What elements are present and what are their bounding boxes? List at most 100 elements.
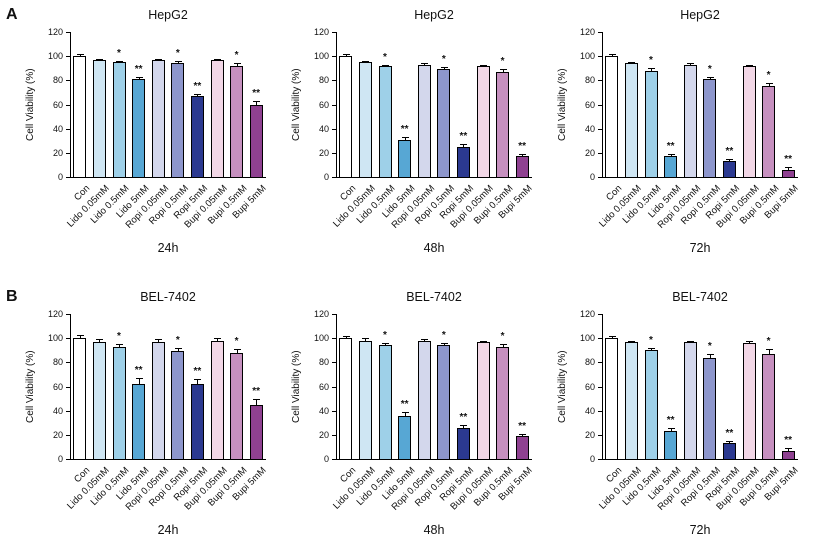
x-axis-line <box>336 177 532 178</box>
bar-lido-0-05mm <box>624 341 638 459</box>
significance-label: ** <box>459 131 468 143</box>
y-tick-label: 100 <box>579 51 595 62</box>
y-tick-mark <box>598 56 602 58</box>
error-bar-cap <box>253 100 261 102</box>
error-bar-cap <box>785 167 793 169</box>
y-tick-mark <box>66 459 70 460</box>
error-bar-cap <box>214 338 221 340</box>
y-tick-mark <box>66 128 70 130</box>
y-tick-label: 40 <box>584 123 595 134</box>
y-tick-mark <box>332 410 336 412</box>
y-tick-mark <box>66 338 70 340</box>
error-bar-stem <box>749 340 750 343</box>
y-tick-mark <box>598 128 602 130</box>
bar-lido-0-5mm <box>644 350 658 459</box>
y-tick-label: 120 <box>579 309 595 319</box>
error-bar-cap <box>135 76 143 78</box>
error-bar-cap <box>519 433 527 435</box>
bar-lido-0-5mm <box>378 65 392 177</box>
error-bar-cap <box>362 61 370 62</box>
chart-title: BEL-7402 <box>672 290 728 304</box>
error-bar-cap <box>687 340 695 342</box>
y-tick-label: 100 <box>313 333 329 344</box>
y-tick-label: 20 <box>52 147 63 158</box>
y-tick-label: 100 <box>313 51 329 62</box>
timepoint-label: 72h <box>689 523 711 537</box>
significance-label: * <box>234 336 239 348</box>
y-tick-label: 40 <box>52 123 63 134</box>
y-tick-label: 100 <box>579 333 595 344</box>
chart-bel7402-48h: BEL-7402 Cell Viability (%) 0 20 40 60 80 100 12… <box>290 288 546 540</box>
panel-b-label: B <box>6 288 18 305</box>
significance-label: * <box>441 330 446 341</box>
error-bar-cap <box>342 53 350 55</box>
bar-bupi-0-5mm <box>230 65 244 177</box>
y-axis-label: Cell Viability (%) <box>291 350 302 423</box>
bar-ropi-0-5mm <box>437 69 451 177</box>
error-bar-cap <box>440 67 448 69</box>
error-bar-stem <box>788 167 790 170</box>
y-tick-mark <box>332 56 336 58</box>
bar-ropi-0-5mm <box>437 345 451 459</box>
y-tick-label: 0 <box>57 454 63 464</box>
bar-bupi-5mm <box>515 156 529 177</box>
bar-ropi-0-5mm <box>171 351 185 459</box>
y-tick-label: 0 <box>57 172 63 182</box>
y-tick-mark <box>598 152 602 154</box>
error-bar-cap <box>480 340 487 342</box>
y-tick-label: 20 <box>52 429 63 440</box>
y-tick-mark <box>332 177 336 178</box>
error-bar-stem <box>236 349 238 353</box>
bar-con <box>339 56 353 177</box>
bar-lido-5mm <box>398 139 412 177</box>
error-bar-cap <box>382 64 389 66</box>
y-axis-label: Cell Viability (%) <box>25 350 36 423</box>
bar-con <box>73 56 87 177</box>
bar-lido-5mm <box>132 384 146 459</box>
y-tick-mark <box>598 434 602 436</box>
error-bar-stem <box>651 68 652 71</box>
error-bar-stem <box>502 69 504 72</box>
error-bar-cap <box>628 62 636 64</box>
error-bar-stem <box>365 338 367 341</box>
error-bar-cap <box>628 340 636 342</box>
error-bar-stem <box>611 335 613 339</box>
bar-ropi-5mm <box>456 427 470 459</box>
y-tick-label: 0 <box>589 172 595 182</box>
y-tick-mark <box>332 80 336 82</box>
significance-label: * <box>383 51 387 63</box>
error-bar-cap <box>233 349 241 351</box>
bar-bupi-5mm <box>249 104 263 177</box>
timepoint-label: 48h <box>423 241 445 255</box>
y-tick-mark <box>332 459 336 460</box>
bar-ropi-5mm <box>190 96 204 177</box>
chart-hepg2-72h: HepG2 Cell Viability (%) 0 20 40 60 80 100 120 Co… <box>556 6 812 258</box>
bar-ropi-0-05mm <box>151 59 165 177</box>
y-tick-mark <box>66 362 70 364</box>
significance-label: * <box>234 50 239 62</box>
significance-label: * <box>175 48 180 59</box>
chart-hepg2-48h: HepG2 Cell Viability (%) 0 20 40 60 80 100 120 Co… <box>290 6 546 258</box>
y-tick-label: 120 <box>47 309 63 319</box>
error-bar-cap <box>499 69 507 71</box>
y-tick-label: 0 <box>323 172 329 182</box>
y-tick-label: 60 <box>52 99 63 110</box>
y-tick-label: 120 <box>579 27 595 37</box>
error-bar-cap <box>608 335 616 337</box>
significance-label: * <box>175 334 180 346</box>
timepoint-label: 48h <box>423 523 445 537</box>
error-bar-stem <box>385 343 386 346</box>
bar-bupi-5mm <box>515 436 529 459</box>
bar-lido-0-05mm <box>358 340 372 459</box>
bar-bupi-0-05mm <box>742 343 756 459</box>
error-bar-stem <box>404 137 406 140</box>
significance-label: ** <box>518 420 527 432</box>
significance-label: * <box>383 330 387 341</box>
bar-bupi-5mm <box>781 169 795 177</box>
timepoint-label: 24h <box>157 241 179 255</box>
y-tick-mark <box>66 177 70 178</box>
chart-title: HepG2 <box>680 8 720 22</box>
y-tick-mark <box>332 128 336 130</box>
error-bar-stem <box>463 144 465 147</box>
y-tick-label: 60 <box>318 381 329 392</box>
